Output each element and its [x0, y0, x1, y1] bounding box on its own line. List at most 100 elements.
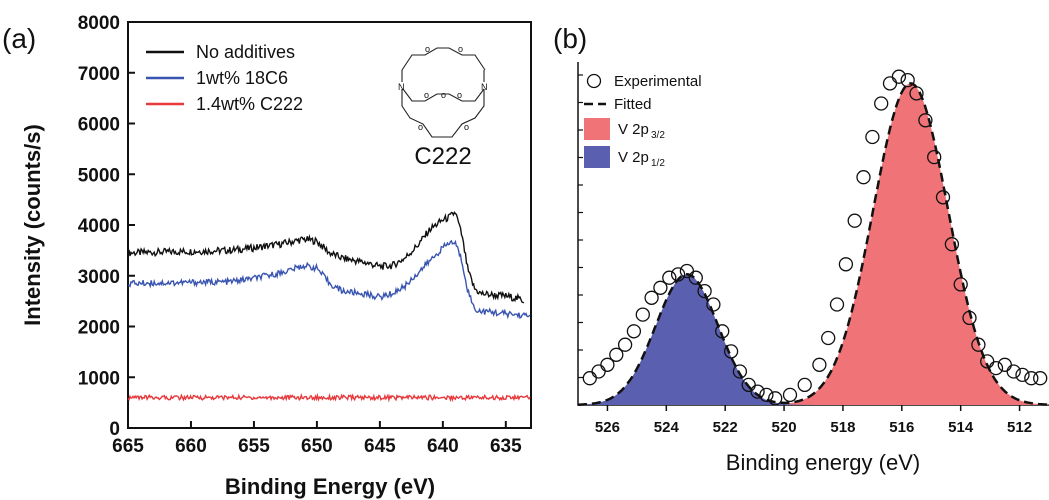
panel-b-series: [577, 82, 1049, 406]
oxygen-atom: o: [441, 90, 446, 100]
panel-b-experimental-point: [847, 213, 862, 228]
panel-b-x-tick-label: 520: [772, 419, 797, 436]
panel-b-experimental-point: [962, 310, 977, 326]
c222-atom-labels: N N o o o o o o o: [398, 44, 488, 132]
panel-a-y-tick-label: 1000: [78, 368, 120, 389]
panel-b-fitted-curve: [577, 82, 1049, 406]
panel-b-x-tick-label: 516: [889, 419, 914, 436]
panel-a-y-tick-label: 8000: [78, 13, 120, 34]
panel-b-experimental-point: [609, 347, 624, 362]
panel-b-legend-label: Experimental: [614, 73, 702, 90]
panel-b-experimental-point: [750, 384, 765, 399]
nitrogen-atom-right: N: [481, 82, 488, 92]
panel-b-experimental-point: [1024, 371, 1039, 386]
panel-b-experimental-point: [715, 324, 730, 339]
c222-structure-label: C222: [414, 143, 471, 170]
panel-b-experimental-point: [882, 76, 898, 91]
panel-a-series-line: [127, 239, 531, 320]
panel-b-experimental-point: [1015, 367, 1030, 383]
panel-a-x-tick-label: 635: [490, 436, 522, 457]
panel-b-experimental-point: [838, 257, 854, 272]
panel-a-series-line: [127, 211, 525, 304]
panel-a-y-tick-label: 5000: [78, 165, 120, 186]
oxygen-atom: o: [424, 90, 429, 100]
panel-a-frame: [127, 21, 532, 429]
panel-b-experimental-point: [821, 330, 836, 346]
nitrogen-atom-left: N: [398, 82, 405, 92]
panel-b-experimental-point: [997, 357, 1012, 372]
oxygen-atom: o: [418, 122, 423, 132]
oxygen-atom: o: [425, 44, 430, 54]
panel-b-label: (b): [553, 23, 587, 54]
panel-b-x-tick-label: 514: [948, 419, 974, 436]
panel-b-chart: 526 524 522 520 518 516 514 512 Binding energy …: [577, 62, 1049, 475]
panel-b-legend-swatch: [584, 146, 610, 168]
structure-top-chain: [401, 47, 486, 71]
panel-a-series-line: [127, 392, 531, 403]
panel-b-experimental-points: [582, 69, 1048, 406]
panel-b-legend-swatch: [584, 118, 610, 140]
panel-a-x-tick-label: 645: [364, 436, 396, 457]
oxygen-atom: o: [458, 44, 463, 54]
panel-b-experimental-point: [768, 391, 783, 406]
panel-b-experimental-point: [944, 237, 960, 252]
panel-a-series: [127, 211, 531, 403]
panel-b-experimental-point: [782, 387, 798, 403]
panel-b-experimental-point: [662, 270, 677, 285]
panel-a-legend: No additives 1wt% 18C6 1.4wt% C222: [146, 42, 303, 114]
panel-a-x-tick-label: 665: [112, 436, 144, 457]
panel-a-y-tick-label: 0: [109, 419, 120, 440]
panel-b-experimental-point: [759, 387, 774, 403]
panel-b-legend-marker: [586, 73, 602, 89]
panel-b-ticks: 526 524 522 520 518 516 514 512: [578, 74, 1032, 436]
panel-b-experimental-point: [591, 364, 606, 379]
panel-a-y-tick-label: 3000: [78, 267, 120, 288]
panel-b-experimental-point: [1033, 371, 1048, 386]
panel-b-legend-label: Fitted: [614, 96, 652, 113]
panel-b-component-area: [578, 274, 1049, 405]
panel-b-experimental-point: [670, 267, 686, 282]
panel-b-experimental-point: [935, 190, 951, 205]
panel-a-y-tick-label: 6000: [78, 115, 120, 136]
panel-b-legend-label: V 2p: [618, 121, 649, 138]
panel-b-x-tick-label: 512: [1007, 419, 1032, 436]
panel-a-ticks: 665 660 655 650 645 640 635 0 1000 2000 3000 4000 50…: [78, 13, 522, 457]
panel-a-y-tick-label: 7000: [78, 64, 120, 85]
panel-b-experimental-point: [900, 72, 915, 88]
panel-b-experimental-point: [626, 324, 642, 339]
structure-middle-chain: [402, 88, 485, 102]
panel-b-experimental-point: [723, 344, 739, 359]
panel-b-experimental-point: [635, 307, 650, 322]
panel-b-x-tick-label: 522: [713, 419, 738, 436]
panel-a-x-tick-label: 650: [301, 436, 333, 457]
panel-b-experimental-point: [909, 86, 924, 101]
panel-a-legend-label: 1wt% 18C6: [196, 68, 288, 88]
panel-b-experimental-point: [706, 297, 721, 312]
panel-b-x-tick-label: 524: [654, 419, 680, 436]
panel-a-x-tick-label: 655: [238, 436, 270, 457]
c222-structure-drawing: [401, 47, 486, 138]
panel-b-experimental-point: [918, 113, 933, 128]
panel-a-x-axis-title: Binding Energy (eV): [225, 474, 435, 499]
panel-b-experimental-point: [865, 129, 880, 145]
panel-b-experimental-point: [829, 297, 845, 312]
panel-b-experimental-point: [971, 337, 986, 352]
panel-b-experimental-point: [856, 170, 871, 185]
panel-a-y-tick-label: 2000: [78, 318, 120, 339]
panel-b-x-axis-title: Binding energy (eV): [726, 450, 920, 475]
panel-a-y-axis-title: Intensity (counts/s): [20, 124, 45, 326]
panel-b-legend-label: V 2p: [618, 149, 649, 166]
structure-nitrogen-bonds: [401, 70, 485, 82]
panel-a-x-tick-label: 660: [175, 436, 207, 457]
panel-b-experimental-point: [1006, 364, 1021, 379]
panel-a-label: (a): [2, 23, 36, 54]
structure-bottom-chain: [401, 89, 485, 138]
panel-b-experimental-point: [617, 337, 633, 352]
panel-b-legend-subscript: 3/2: [651, 130, 665, 141]
panel-b-experimental-point: [812, 357, 827, 372]
panel-b-experimental-point: [600, 357, 615, 372]
panel-a-legend-label: No additives: [196, 42, 295, 62]
panel-b-experimental-point: [697, 283, 712, 299]
